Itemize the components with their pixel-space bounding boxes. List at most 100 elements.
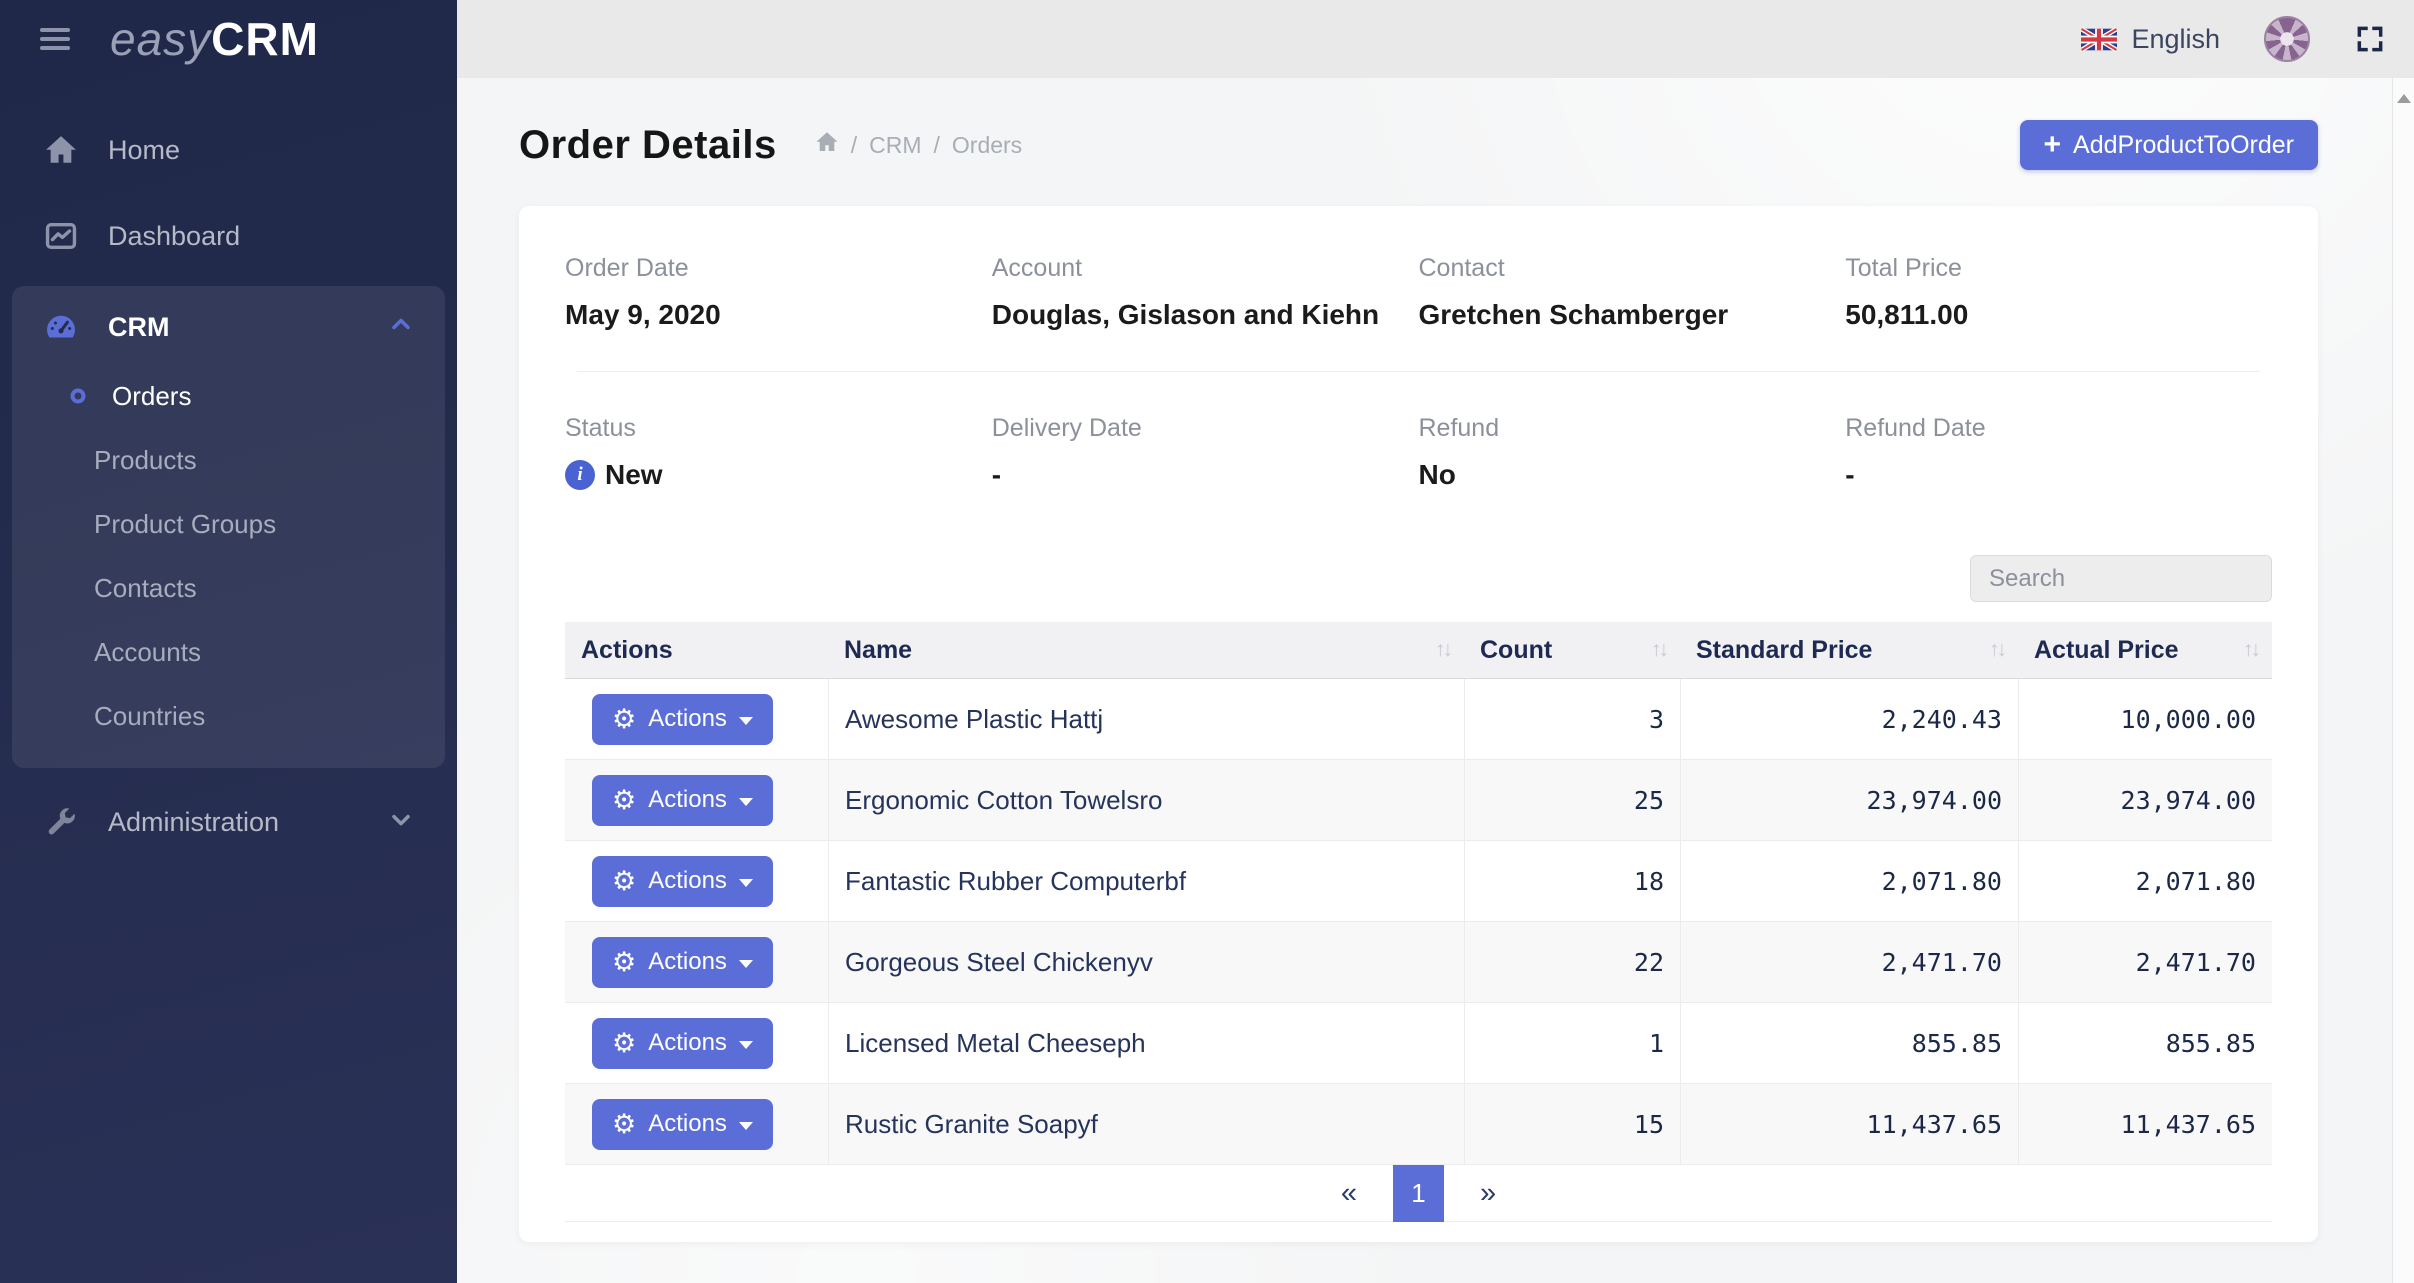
title-row: Order Details / CRM / Orders + AddProduc… bbox=[519, 120, 2318, 170]
pagination-next[interactable]: » bbox=[1480, 1176, 1497, 1209]
cell-count: 25 bbox=[1464, 760, 1680, 840]
column-header-label: Actual Price bbox=[2034, 635, 2179, 664]
breadcrumb-link-orders[interactable]: Orders bbox=[951, 131, 1023, 158]
breadcrumb-home-icon[interactable] bbox=[815, 130, 839, 160]
cell-standard-price: 855.85 bbox=[1680, 1003, 2018, 1083]
field-label: Order Date bbox=[565, 254, 689, 282]
sort-icon[interactable]: ↑↓ bbox=[1435, 638, 1453, 661]
active-bullet-icon bbox=[68, 386, 88, 406]
field-label: Contact bbox=[1418, 254, 1505, 282]
sidebar-item-home[interactable]: Home bbox=[12, 114, 445, 186]
sidebar-item-product-groups[interactable]: Product Groups bbox=[12, 492, 445, 556]
sidebar-item-contacts[interactable]: Contacts bbox=[12, 556, 445, 620]
column-header-count[interactable]: Count ↑↓ bbox=[1464, 622, 1680, 678]
actions-button-label: Actions bbox=[648, 948, 727, 975]
table-row: ⚙ Actions Fantastic Rubber Computerbf 18 … bbox=[565, 841, 2272, 922]
field-value: No bbox=[1418, 459, 1456, 490]
cell-actual-price: 11,437.65 bbox=[2018, 1084, 2272, 1164]
add-product-to-order-button[interactable]: + AddProductToOrder bbox=[2019, 120, 2318, 170]
language-selector[interactable]: English bbox=[2081, 24, 2220, 55]
cell-count: 22 bbox=[1464, 922, 1680, 1002]
caret-down-icon bbox=[738, 959, 753, 968]
add-button-label: AddProductToOrder bbox=[2073, 130, 2294, 159]
table-row: ⚙ Actions Gorgeous Steel Chickenyv 22 2,4… bbox=[565, 922, 2272, 1003]
sidebar: easyCRM Home Dashboard CRM bbox=[0, 0, 457, 1283]
cell-count: 1 bbox=[1464, 1003, 1680, 1083]
sidebar-item-countries[interactable]: Countries bbox=[12, 684, 445, 748]
sidebar-item-orders[interactable]: Orders bbox=[12, 364, 445, 428]
cell-name: Rustic Granite Soapyf bbox=[828, 1084, 1464, 1164]
row-actions-button[interactable]: ⚙ Actions bbox=[592, 1098, 773, 1150]
sort-icon[interactable]: ↑↓ bbox=[1651, 638, 1669, 661]
cell-actual-price: 10,000.00 bbox=[2018, 679, 2272, 759]
field-value: Gretchen Schamberger bbox=[1418, 299, 1729, 330]
sidebar-nav: Home Dashboard CRM Orders bbox=[0, 78, 457, 858]
field-label: Refund Date bbox=[1845, 414, 1986, 442]
field-value: - bbox=[991, 459, 1002, 490]
cell-standard-price: 11,437.65 bbox=[1680, 1084, 2018, 1164]
fullscreen-icon[interactable] bbox=[2354, 23, 2386, 55]
cell-name: Gorgeous Steel Chickenyv bbox=[828, 922, 1464, 1002]
sidebar-item-administration[interactable]: Administration bbox=[12, 786, 445, 858]
column-header-actual-price[interactable]: Actual Price ↑↓ bbox=[2018, 622, 2272, 678]
app-logo[interactable]: easyCRM bbox=[110, 12, 319, 66]
sidebar-item-label: Orders bbox=[112, 380, 192, 411]
dashboard-icon bbox=[40, 219, 82, 253]
sidebar-item-label: Dashboard bbox=[108, 220, 241, 251]
pagination-page-1[interactable]: 1 bbox=[1393, 1164, 1444, 1222]
search-input[interactable] bbox=[1970, 555, 2272, 602]
caret-down-icon bbox=[738, 1121, 753, 1130]
column-header-label: Actions bbox=[581, 635, 673, 664]
language-label: English bbox=[2131, 23, 2220, 54]
order-details-card: Order Date May 9, 2020 Account Douglas, … bbox=[519, 206, 2318, 1242]
sidebar-item-accounts[interactable]: Accounts bbox=[12, 620, 445, 684]
sidebar-item-label: CRM bbox=[108, 311, 170, 342]
gear-icon: ⚙ bbox=[612, 865, 637, 896]
cell-standard-price: 2,071.80 bbox=[1680, 841, 2018, 921]
field-status: Status i New bbox=[565, 414, 992, 491]
chevron-down-icon bbox=[387, 805, 415, 840]
field-value: - bbox=[1845, 459, 1855, 490]
sidebar-item-label: Home bbox=[108, 134, 181, 165]
field-total-price: Total Price 50,811.00 bbox=[1845, 254, 2272, 331]
sidebar-item-label: Countries bbox=[94, 700, 206, 731]
logo-row: easyCRM bbox=[0, 0, 457, 78]
sort-icon[interactable]: ↑↓ bbox=[2243, 638, 2261, 661]
pagination-prev[interactable]: « bbox=[1340, 1176, 1357, 1209]
column-header-standard-price[interactable]: Standard Price ↑↓ bbox=[1680, 622, 2018, 678]
column-header-label: Count bbox=[1480, 635, 1553, 664]
row-actions-button[interactable]: ⚙ Actions bbox=[592, 1017, 773, 1069]
wrench-icon bbox=[40, 805, 82, 839]
scrollbar[interactable] bbox=[2392, 78, 2414, 1283]
field-value: Douglas, Gislason and Kiehn bbox=[991, 299, 1380, 330]
breadcrumb-link-crm[interactable]: CRM bbox=[869, 131, 922, 158]
row-actions-button[interactable]: ⚙ Actions bbox=[592, 693, 773, 745]
field-label: Status bbox=[565, 414, 636, 442]
field-label: Delivery Date bbox=[991, 414, 1142, 442]
info-icon[interactable]: i bbox=[565, 460, 595, 490]
sidebar-item-dashboard[interactable]: Dashboard bbox=[12, 200, 445, 272]
column-header-name[interactable]: Name ↑↓ bbox=[828, 622, 1464, 678]
avatar[interactable] bbox=[2264, 16, 2310, 62]
cell-name: Ergonomic Cotton Towelsro bbox=[828, 760, 1464, 840]
uk-flag-icon bbox=[2081, 26, 2118, 52]
field-account: Account Douglas, Gislason and Kiehn bbox=[992, 254, 1419, 331]
scroll-up-arrow-icon[interactable] bbox=[2396, 94, 2411, 103]
sort-icon[interactable]: ↑↓ bbox=[1989, 638, 2007, 661]
cell-name: Awesome Plastic Hattj bbox=[828, 679, 1464, 759]
row-actions-button[interactable]: ⚙ Actions bbox=[592, 855, 773, 907]
caret-down-icon bbox=[738, 716, 753, 725]
actions-button-label: Actions bbox=[648, 786, 727, 813]
sidebar-item-crm[interactable]: CRM bbox=[12, 290, 445, 364]
plus-icon: + bbox=[2043, 128, 2062, 161]
sidebar-item-products[interactable]: Products bbox=[12, 428, 445, 492]
sidebar-item-label: Product Groups bbox=[94, 508, 277, 539]
status-text: New bbox=[605, 459, 663, 490]
cell-count: 18 bbox=[1464, 841, 1680, 921]
cell-actual-price: 855.85 bbox=[2018, 1003, 2272, 1083]
row-actions-button[interactable]: ⚙ Actions bbox=[592, 936, 773, 988]
table-row: ⚙ Actions Awesome Plastic Hattj 3 2,240.4… bbox=[565, 679, 2272, 760]
cell-count: 3 bbox=[1464, 679, 1680, 759]
row-actions-button[interactable]: ⚙ Actions bbox=[592, 774, 773, 826]
menu-toggle-icon[interactable] bbox=[40, 23, 70, 55]
